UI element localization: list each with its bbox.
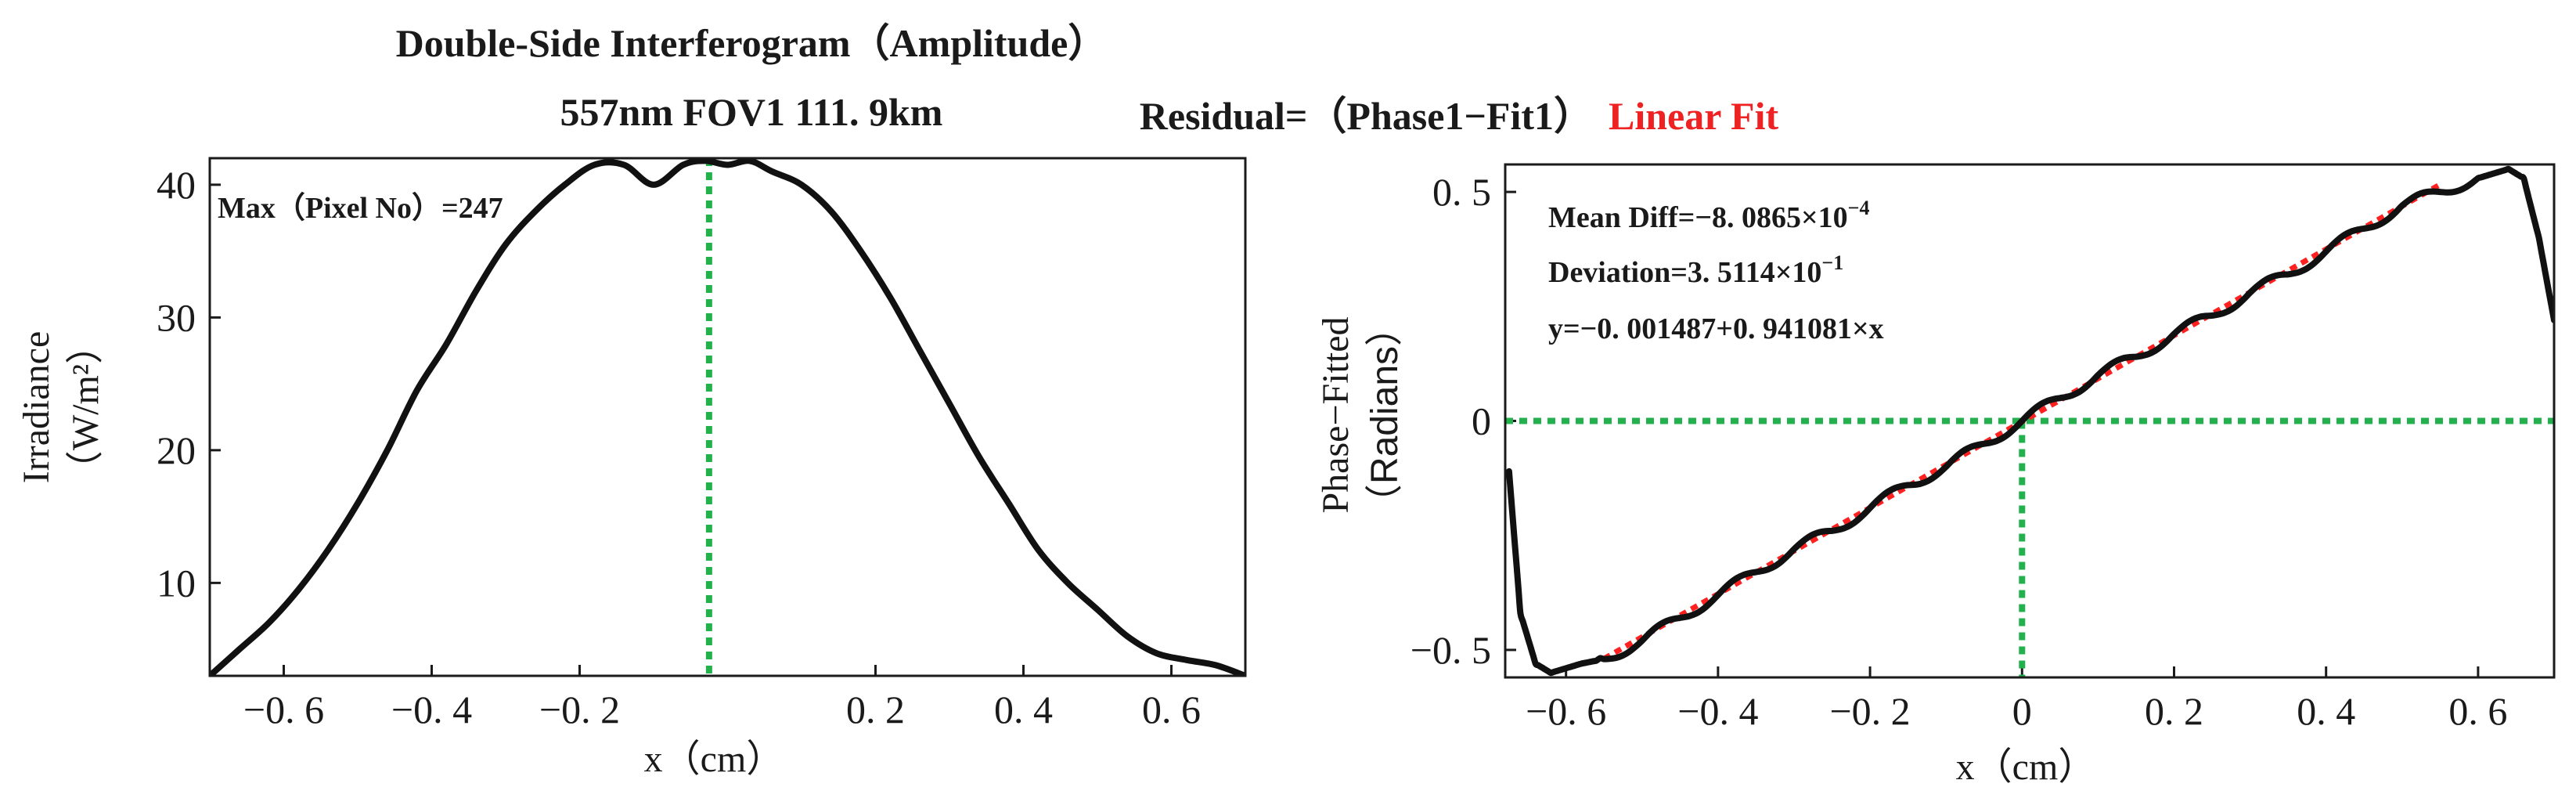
y-tick-label: 20	[157, 428, 196, 472]
x-axis-label: x（cm）	[644, 738, 784, 780]
y-tick-label: −0. 5	[1410, 628, 1491, 672]
x-tick-label: 0. 4	[994, 688, 1053, 731]
max-pixel-annotation: Max（Pixel No）=247	[218, 192, 503, 225]
amplitude-plot-area	[210, 158, 1245, 676]
mean-diff-annotation: Mean Diff=−8. 0865×10−4	[1548, 197, 1869, 234]
y-axis-label-line-1: Irradiance	[16, 331, 57, 484]
x-tick-label: 0. 4	[2297, 689, 2355, 733]
series-line	[210, 158, 1245, 676]
y-tick-label: 0. 5	[1432, 170, 1491, 214]
x-tick-labels: −0. 6 −0. 4 −0. 2 0 0. 2 0. 4 0. 6	[1526, 689, 2507, 733]
residual-chart: Residual=（Phase1−Fit1） Linear Fit −0. 6−…	[1140, 94, 2556, 788]
series-line	[1505, 165, 2554, 677]
deviation-annotation: Deviation=3. 5114×10−1	[1548, 251, 1843, 289]
x-tick-label: −0. 6	[1526, 689, 1606, 733]
x-tick-label: −0. 4	[1677, 689, 1758, 733]
x-tick-label: −0. 4	[391, 688, 472, 731]
x-tick-label: 0	[2012, 689, 2032, 733]
x-tick-label: −0. 2	[539, 688, 620, 731]
chart-title-line-1: Double-Side Interferogram（Amplitude）	[396, 21, 1108, 65]
y-tick-label: 10	[157, 561, 196, 605]
y-tick-labels: 10 20 30 40	[157, 163, 196, 605]
x-tick-label: 0. 6	[1142, 688, 1201, 731]
fit-statistics: Mean Diff=−8. 0865×10−4 Deviation=3. 511…	[1548, 197, 1884, 345]
x-tick-label: 0. 6	[2448, 689, 2507, 733]
y-tick-label: 0	[1472, 399, 1491, 443]
y-axis-label-line-2: （Radians）	[1364, 309, 1406, 522]
amplitude-plot-frame	[208, 157, 1247, 677]
x-tick-labels: −0. 6 −0. 4 −0. 2 0. 2 0. 4 0. 6	[243, 688, 1201, 731]
amplitude-chart: Double-Side Interferogram（Amplitude） 557…	[16, 21, 1247, 780]
x-tick-label: 0. 2	[846, 688, 905, 731]
x-tick-label: −0. 2	[1829, 689, 1910, 733]
linear-fit-title: Linear Fit	[1609, 94, 1778, 138]
y-axis-label-line-1: Phase−Fitted	[1315, 316, 1356, 513]
residual-plot-frame	[1504, 163, 2556, 679]
x-tick-label: 0. 2	[2145, 689, 2203, 733]
chart-title-line-2: 557nm FOV1 111. 9km	[560, 90, 943, 134]
residual-plot-area	[1505, 165, 2554, 677]
y-tick-labels: −0. 5 0 0. 5	[1410, 170, 1491, 672]
x-axis-label: x（cm）	[1956, 746, 2096, 788]
y-axis-label-line-2: （W/m²）	[65, 327, 106, 488]
y-tick-label: 40	[157, 163, 196, 207]
fit-equation-annotation: y=−0. 001487+0. 941081×x	[1548, 312, 1884, 345]
residual-title: Residual=（Phase1−Fit1）	[1140, 94, 1593, 138]
x-tick-label: −0. 6	[243, 688, 324, 731]
y-tick-label: 30	[157, 295, 196, 339]
